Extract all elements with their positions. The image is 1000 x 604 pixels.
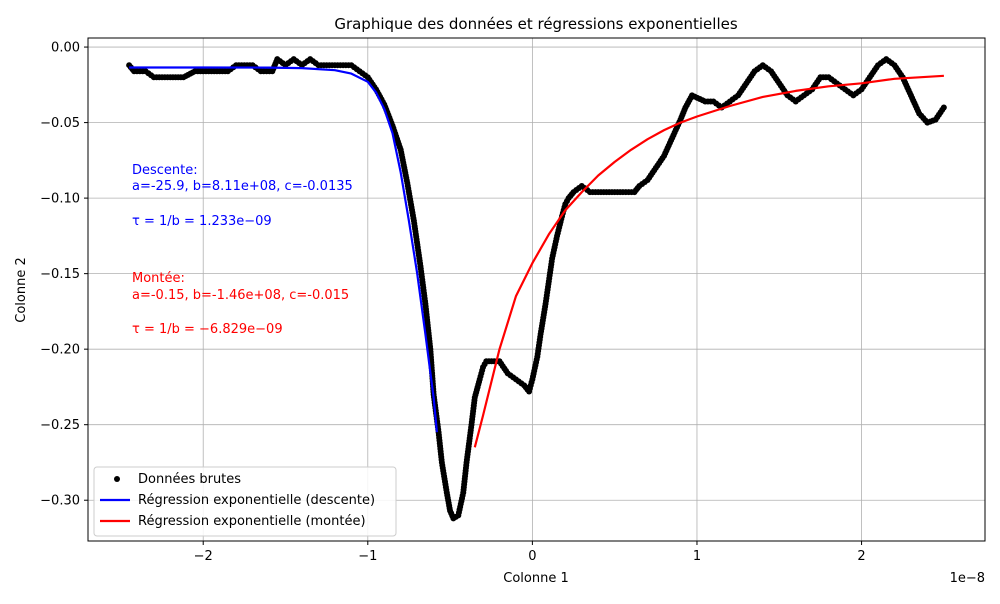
legend-box (93, 466, 397, 537)
y-tick-label: −0.25 (40, 418, 80, 433)
annotation-descent-heading: Descente: (132, 163, 198, 178)
legend: Données brutes Régression exponentielle … (93, 466, 397, 537)
annotation-descent: Descente: a=-25.9, b=8.11e+08, c=-0.0135… (132, 163, 353, 229)
legend-label-data: Données brutes (138, 472, 241, 487)
annotation-rise-tau: τ = 1/b = −6.829e−09 (132, 322, 283, 337)
axis-ticks: −2 −1 0 1 2 0.00 −0.05 −0.10 −0.15 −0.20 −0.25 −0.3… (40, 41, 866, 564)
x-tick-label: −2 (194, 549, 213, 564)
data-point (940, 104, 947, 111)
y-axis-label: Colonne 2 (14, 257, 29, 322)
y-tick-label: −0.20 (40, 343, 80, 358)
annotation-rise-params: a=-0.15, b=-1.46e+08, c=-0.015 (132, 288, 349, 303)
y-tick-label: −0.05 (40, 116, 80, 131)
legend-label-descent: Régression exponentielle (descente) (138, 493, 375, 508)
series-rise-regression-line (473, 74, 944, 448)
y-tick-label: −0.10 (40, 192, 80, 207)
annotation-rise: Montée: a=-0.15, b=-1.46e+08, c=-0.015 τ… (132, 271, 349, 337)
annotation-descent-params: a=-25.9, b=8.11e+08, c=-0.0135 (132, 179, 353, 194)
annotation-rise-heading: Montée: (132, 271, 185, 286)
x-tick-label: 2 (857, 549, 865, 564)
x-axis-label: Colonne 1 (503, 571, 568, 586)
plot-content (126, 56, 947, 522)
y-tick-label: 0.00 (51, 41, 80, 56)
y-tick-label: −0.30 (40, 494, 80, 509)
legend-label-rise: Régression exponentielle (montée) (138, 514, 366, 529)
y-tick-label: −0.15 (40, 267, 80, 282)
series-descent-regression-line (129, 66, 438, 433)
annotation-descent-tau: τ = 1/b = 1.233e−09 (132, 214, 272, 229)
x-tick-label: 1 (693, 549, 701, 564)
x-tick-label: −1 (358, 549, 377, 564)
legend-marker-data (114, 476, 120, 482)
x-tick-label: 0 (528, 549, 536, 564)
chart-title: Graphique des données et régressions exp… (334, 15, 738, 33)
plot-frame (87, 37, 986, 542)
x-offset-label: 1e−8 (950, 571, 985, 586)
